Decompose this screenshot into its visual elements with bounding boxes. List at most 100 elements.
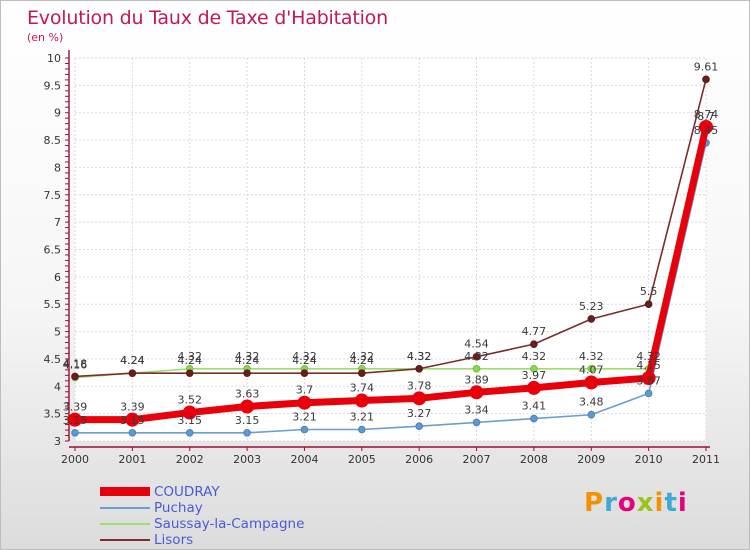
legend-item-puchay[interactable]: Puchay bbox=[100, 500, 400, 516]
data-point-coudray bbox=[297, 395, 312, 410]
data-label-saussay-la-campagne: 4.16 bbox=[63, 359, 88, 372]
chart-legend: COUDRAY Puchay Saussay-la-Campagne Lisor… bbox=[100, 484, 400, 548]
y-tick-label: 7.5 bbox=[44, 189, 62, 202]
data-point-puchay bbox=[587, 410, 596, 419]
chart-subtitle: (en %) bbox=[27, 31, 64, 44]
legend-label-saussay: Saussay-la-Campagne bbox=[154, 516, 305, 532]
data-label-lisors: 4.24 bbox=[177, 354, 202, 367]
data-label-coudray: 3.89 bbox=[464, 373, 489, 386]
data-point-coudray bbox=[412, 391, 427, 406]
data-point-puchay bbox=[530, 414, 538, 423]
data-label-puchay: 3.34 bbox=[464, 403, 489, 416]
data-point-puchay bbox=[415, 422, 423, 431]
x-tick-label: 2003 bbox=[233, 453, 261, 466]
data-label-lisors: 5.23 bbox=[579, 300, 604, 313]
x-tick-label: 2001 bbox=[118, 453, 146, 466]
data-point-lisors bbox=[415, 364, 423, 373]
y-tick-label: 6.5 bbox=[44, 244, 62, 257]
x-tick-label: 2010 bbox=[635, 453, 663, 466]
x-tick-label: 2006 bbox=[405, 453, 433, 466]
data-point-coudray bbox=[68, 412, 82, 427]
x-tick-label: 2002 bbox=[176, 453, 204, 466]
y-tick-label: 3.5 bbox=[44, 408, 62, 421]
data-label-lisors: 4.24 bbox=[292, 354, 317, 367]
data-label-lisors: 5.5 bbox=[640, 285, 658, 298]
x-tick-label: 2008 bbox=[520, 453, 548, 466]
data-label-puchay: 3.15 bbox=[120, 414, 145, 427]
data-point-lisors bbox=[358, 369, 366, 377]
data-label-puchay: 3.15 bbox=[177, 414, 202, 427]
legend-item-saussay[interactable]: Saussay-la-Campagne bbox=[100, 516, 400, 532]
y-tick-label: 4.5 bbox=[44, 353, 62, 366]
data-point-coudray bbox=[641, 371, 656, 386]
legend-swatch-coudray bbox=[100, 487, 150, 496]
data-point-lisors bbox=[71, 372, 79, 381]
data-point-puchay bbox=[472, 418, 481, 427]
data-label-saussay-la-campagne: 4.32 bbox=[407, 350, 432, 363]
data-label-puchay: 3.48 bbox=[579, 396, 604, 409]
y-tick-label: 9.5 bbox=[44, 79, 62, 92]
data-point-coudray bbox=[469, 385, 484, 400]
data-label-lisors: 4.54 bbox=[464, 338, 489, 351]
proxiti-logo-letter: t bbox=[664, 488, 678, 518]
chart-title: Evolution du Taux de Taxe d'Habitation bbox=[27, 7, 388, 29]
data-label-saussay-la-campagne: 4.32 bbox=[636, 350, 661, 363]
y-tick-label: 6 bbox=[54, 271, 61, 284]
data-label-saussay-la-campagne: 4.32 bbox=[292, 350, 317, 363]
data-point-puchay bbox=[128, 428, 137, 437]
proxiti-logo-letter: i bbox=[654, 488, 665, 518]
data-label-lisors: 9.61 bbox=[694, 60, 719, 73]
data-label-coudray: 3.74 bbox=[350, 382, 375, 395]
data-point-coudray bbox=[526, 380, 541, 395]
data-point-puchay bbox=[644, 389, 653, 398]
data-label-puchay: 3.15 bbox=[63, 414, 88, 427]
data-label-puchay: 3.21 bbox=[350, 411, 375, 424]
x-tick-label: 2011 bbox=[692, 453, 720, 466]
data-label-saussay-la-campagne: 4.32 bbox=[522, 350, 547, 363]
data-label-coudray: 3.7 bbox=[296, 384, 314, 397]
data-point-saussay-la-campagne bbox=[530, 364, 538, 373]
legend-label-lisors: Lisors bbox=[154, 532, 194, 548]
x-tick-label: 2005 bbox=[348, 453, 376, 466]
data-label-saussay-la-campagne: 4.32 bbox=[350, 350, 375, 363]
legend-item-lisors[interactable]: Lisors bbox=[100, 532, 400, 548]
legend-item-coudray[interactable]: COUDRAY bbox=[100, 484, 400, 500]
data-point-saussay-la-campagne bbox=[472, 364, 481, 373]
data-point-lisors bbox=[185, 369, 194, 377]
data-label-coudray: 4.07 bbox=[579, 363, 604, 376]
data-label-saussay-la-campagne: 4.32 bbox=[177, 350, 202, 363]
data-point-saussay-la-campagne bbox=[587, 364, 596, 373]
data-point-puchay bbox=[71, 428, 79, 437]
data-label-saussay-la-campagne: 4.24 bbox=[120, 354, 145, 367]
data-point-puchay bbox=[185, 428, 194, 437]
y-tick-label: 5.5 bbox=[44, 298, 62, 311]
data-label-saussay-la-campagne: 4.32 bbox=[235, 350, 260, 363]
series-line-coudray bbox=[75, 126, 710, 424]
legend-swatch-puchay bbox=[100, 507, 150, 509]
data-label-puchay: 3.41 bbox=[522, 400, 547, 413]
x-tick-label: 2000 bbox=[61, 453, 89, 466]
data-label-coudray: 3.78 bbox=[407, 379, 432, 392]
data-point-puchay bbox=[243, 428, 251, 437]
data-label-saussay-la-campagne: 4.32 bbox=[579, 350, 604, 363]
data-label-lisors: 4.18 bbox=[63, 357, 88, 370]
data-label-coudray: 4.15 bbox=[636, 359, 661, 372]
proxiti-logo-letter: P bbox=[584, 488, 605, 518]
y-tick-label: 10 bbox=[47, 52, 61, 65]
y-tick-label: 4 bbox=[54, 380, 61, 393]
legend-label-coudray: COUDRAY bbox=[154, 484, 220, 500]
y-tick-label: 7 bbox=[54, 216, 61, 229]
y-tick-label: 8.5 bbox=[44, 134, 62, 147]
data-point-puchay bbox=[358, 425, 366, 434]
y-tick-label: 5 bbox=[54, 326, 61, 339]
data-point-coudray bbox=[699, 119, 713, 134]
proxiti-logo: Proxiti bbox=[584, 488, 688, 518]
legend-swatch-saussay bbox=[100, 523, 150, 525]
data-label-coudray: 3.52 bbox=[177, 394, 202, 407]
data-point-coudray bbox=[354, 393, 369, 408]
data-point-lisors bbox=[702, 75, 710, 84]
data-point-lisors bbox=[300, 369, 309, 377]
series-line-saussay-la-campagne bbox=[74, 128, 707, 379]
x-tick-label: 2009 bbox=[577, 453, 605, 466]
